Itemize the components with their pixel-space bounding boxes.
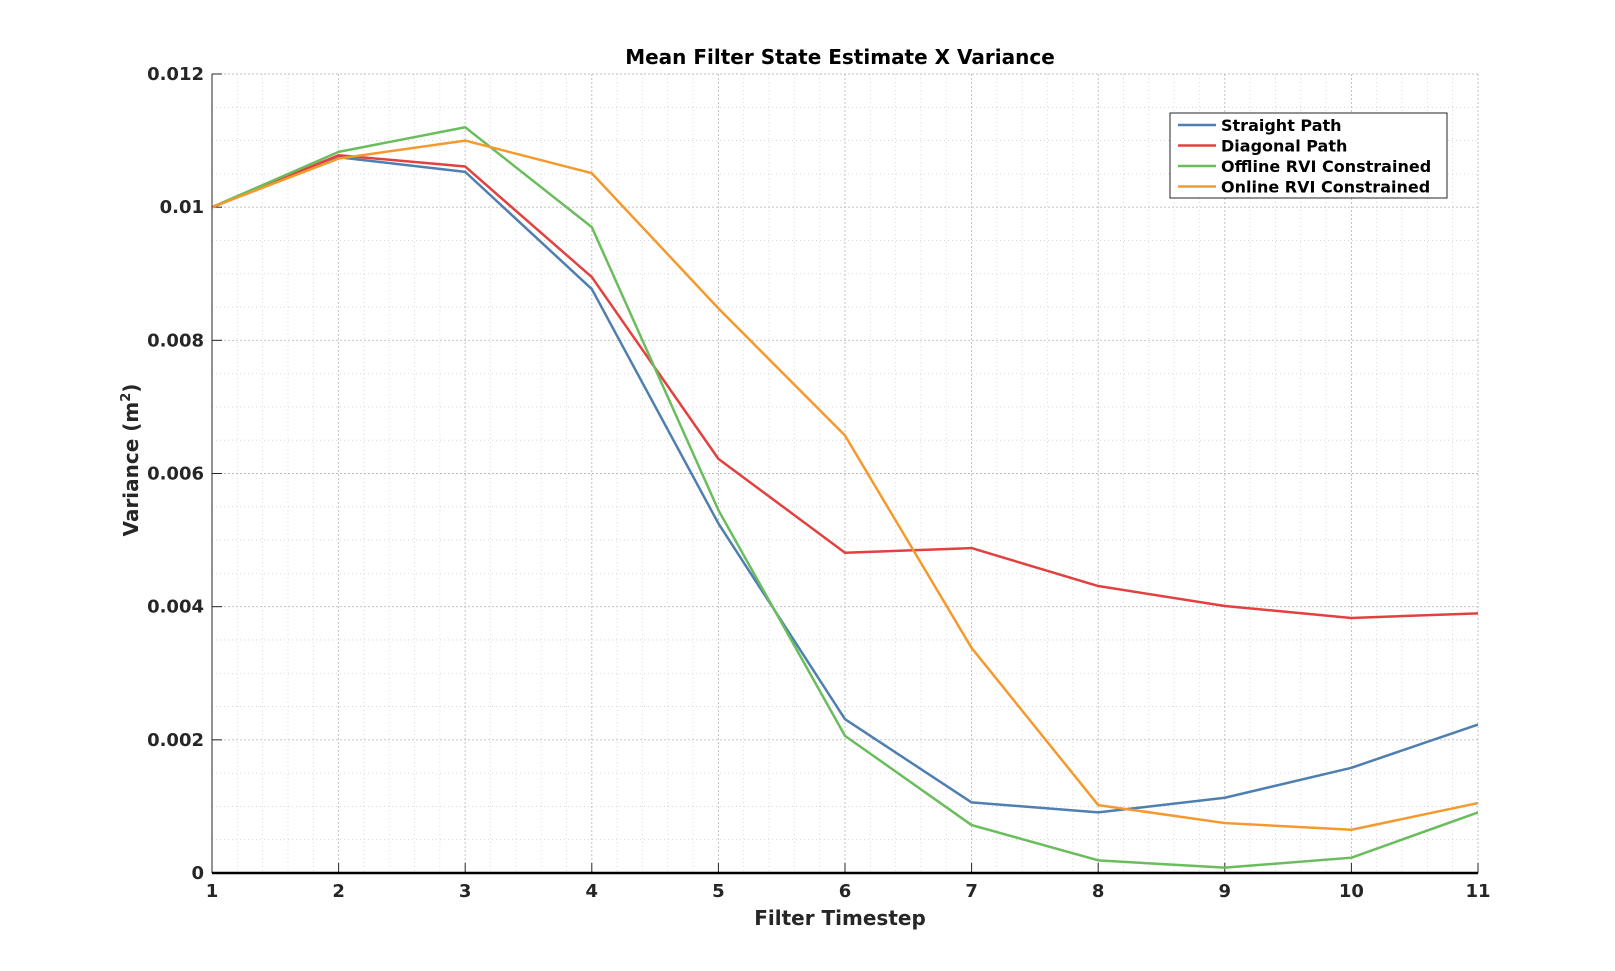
y-tick-label: 0.002 (147, 730, 204, 751)
y-tick-label: 0 (191, 863, 204, 884)
y-axis-label: Variance (m2) (119, 384, 143, 537)
legend-label-3: Offline RVI Constrained (1221, 157, 1431, 176)
axis-ticks: 1 2 3 4 5 6 7 8 9 10 11 0 0.002 0.004 0.006 0.008 0.01 0.… (147, 64, 1490, 902)
series-line-2 (211, 153, 1479, 620)
series-line-1 (211, 155, 1479, 814)
x-tick-label: 11 (1465, 881, 1490, 902)
x-tick-label: 6 (839, 881, 852, 902)
x-tick-label: 10 (1339, 881, 1364, 902)
x-tick-label: 3 (459, 881, 472, 902)
x-tick-label: 1 (206, 881, 219, 902)
y-axis-label-main: Variance (m (119, 402, 143, 537)
x-axis-label: Filter Timestep (754, 906, 926, 930)
y-axis-label-close: ) (119, 384, 143, 393)
x-tick-label: 5 (712, 881, 725, 902)
x-tick-label: 7 (965, 881, 978, 902)
x-tick-label: 9 (1219, 881, 1232, 902)
x-tick-label: 4 (586, 881, 599, 902)
legend-label-2: Diagonal Path (1221, 137, 1347, 156)
series-lines (211, 126, 1479, 869)
y-tick-label: 0.006 (147, 464, 204, 485)
y-axis-label-superscript: 2 (119, 393, 134, 402)
legend-label-4: Online RVI Constrained (1221, 178, 1430, 197)
y-tick-label: 0.012 (147, 64, 204, 85)
x-tick-label: 2 (332, 881, 345, 902)
axes-frame (211, 74, 1478, 875)
x-tick-label: 8 (1092, 881, 1105, 902)
series-line-3 (211, 126, 1479, 869)
legend-box (1169, 112, 1448, 199)
y-tick-label: 0.01 (160, 197, 204, 218)
legend-label-1: Straight Path (1221, 116, 1342, 135)
y-tick-label: 0.008 (147, 330, 204, 351)
y-tick-label: 0.004 (147, 597, 204, 618)
series-line-4 (211, 139, 1479, 831)
chart-title: Mean Filter State Estimate X Variance (625, 45, 1055, 69)
